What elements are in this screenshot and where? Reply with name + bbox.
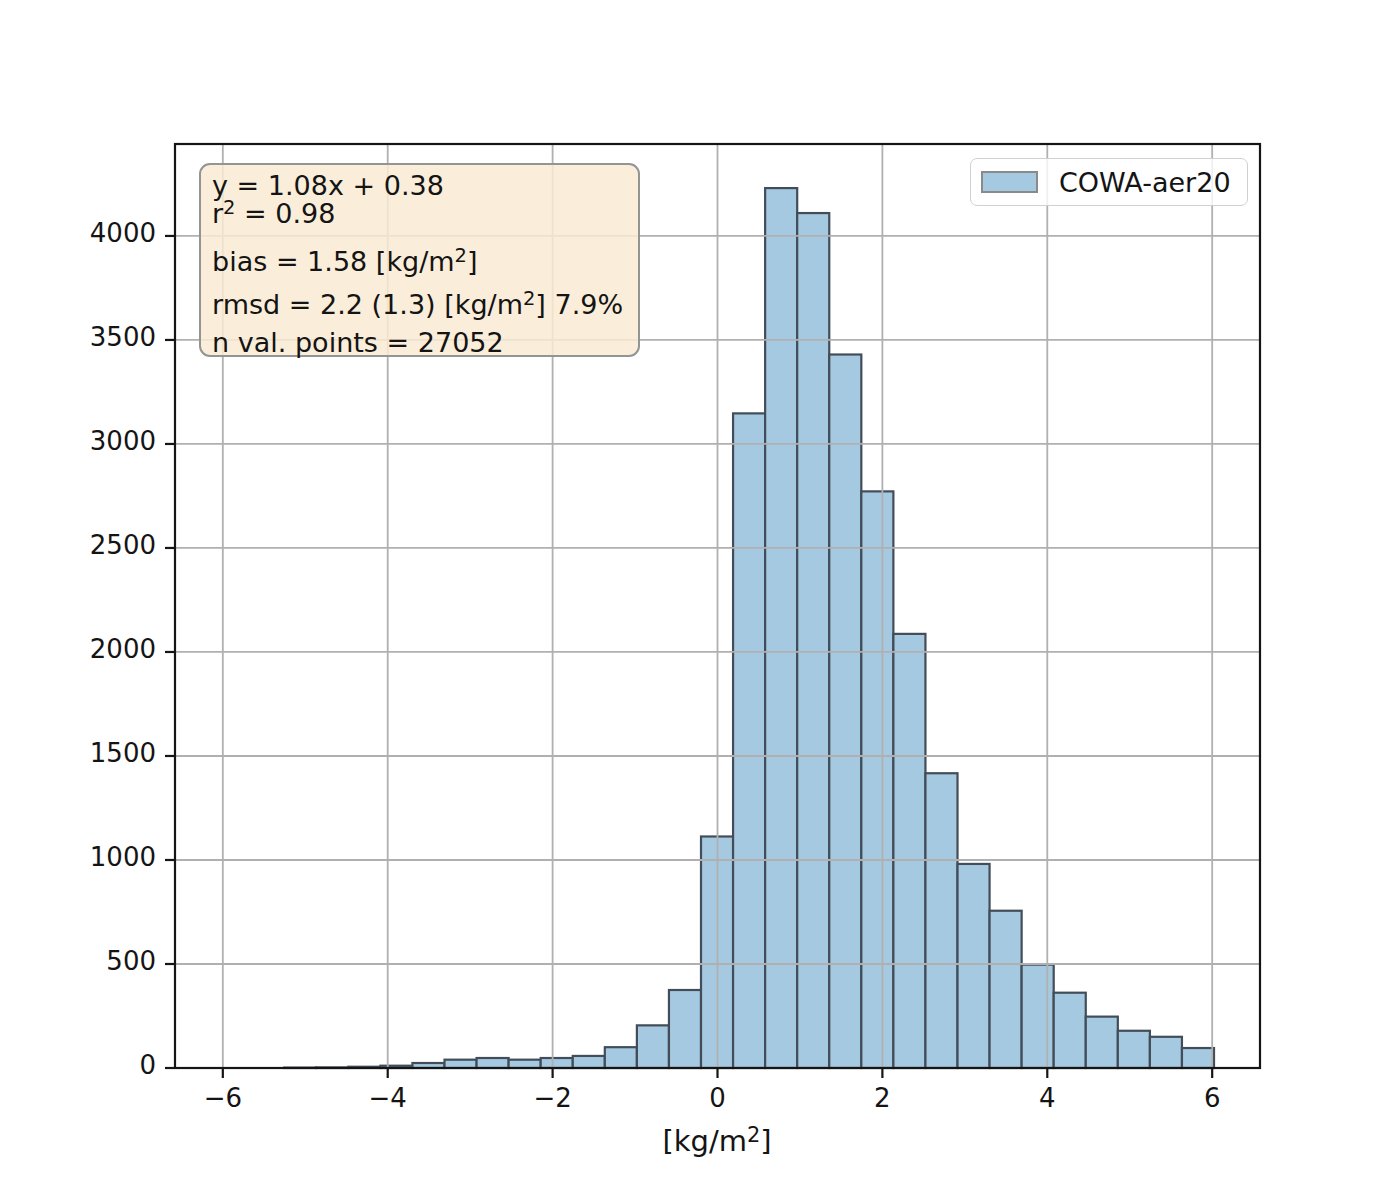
y-tick-label: 1500 (76, 740, 156, 766)
y-tick-label: 0 (76, 1052, 156, 1078)
histogram-bar (637, 1025, 669, 1068)
x-tick-label: −4 (369, 1085, 407, 1111)
y-tick-label: 500 (76, 948, 156, 974)
histogram-bar (733, 413, 765, 1068)
stats-line: rmsd = 2.2 (1.3) [kg/m2] 7.9% (212, 286, 638, 326)
histogram-bar (541, 1058, 573, 1068)
y-tick-label: 2000 (76, 636, 156, 662)
stats-line: bias = 1.58 [kg/m2] (212, 243, 638, 283)
histogram-bar (605, 1047, 637, 1068)
histogram-bar (1182, 1048, 1214, 1068)
histogram-bar (1150, 1037, 1182, 1068)
histogram-bar (669, 990, 701, 1068)
x-tick-label: 6 (1204, 1085, 1221, 1111)
histogram-bar (1118, 1031, 1150, 1068)
y-tick-label: 2500 (76, 532, 156, 558)
y-tick-label: 3500 (76, 324, 156, 350)
histogram-bar (1086, 1017, 1118, 1068)
x-tick-label: −2 (533, 1085, 571, 1111)
histogram-bar (765, 188, 797, 1068)
stats-box: y = 1.08x + 0.38r2 = 0.98bias = 1.58 [kg… (199, 163, 640, 357)
histogram-bar (958, 864, 990, 1068)
histogram-bar (1054, 993, 1086, 1068)
y-tick-label: 3000 (76, 428, 156, 454)
y-tick-label: 4000 (76, 220, 156, 246)
legend-swatch (981, 171, 1038, 193)
stats-line: n val. points = 27052 (212, 324, 638, 361)
x-tick-label: −6 (204, 1085, 242, 1111)
x-tick-label: 0 (709, 1085, 726, 1111)
histogram-bar (1022, 965, 1054, 1068)
legend: COWA-aer20 (970, 158, 1248, 206)
x-axis-label: [kg/m2] (662, 1124, 771, 1162)
histogram-bar (573, 1056, 605, 1068)
histogram-bar (509, 1060, 541, 1068)
y-tick-label: 1000 (76, 844, 156, 870)
histogram-bar (925, 773, 957, 1068)
histogram-bar (893, 634, 925, 1068)
x-tick-label: 4 (1039, 1085, 1056, 1111)
histogram-bar (477, 1058, 509, 1068)
histogram-bar (990, 911, 1022, 1068)
axis-ticks (165, 236, 1212, 1078)
x-tick-label: 2 (874, 1085, 891, 1111)
histogram-bar (445, 1060, 477, 1068)
histogram-bar (829, 355, 861, 1068)
legend-label: COWA-aer20 (1059, 167, 1231, 198)
histogram-bar (861, 491, 893, 1068)
histogram-bar (797, 213, 829, 1068)
